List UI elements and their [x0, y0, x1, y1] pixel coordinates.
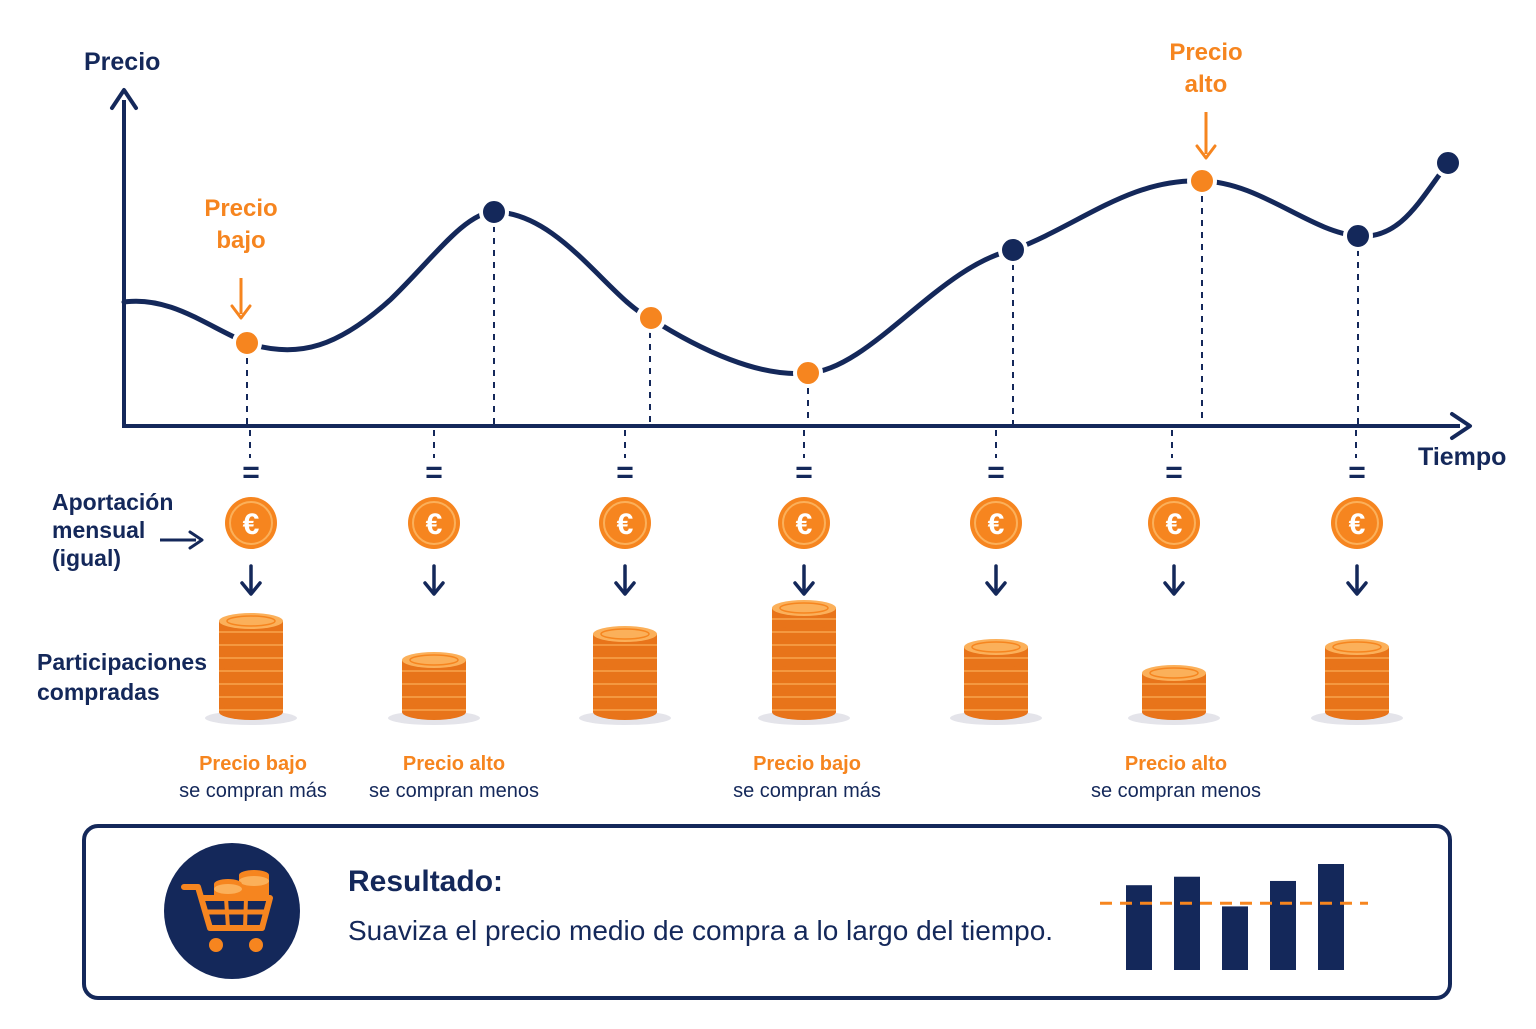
- svg-text:Precio alto: Precio alto: [403, 753, 505, 775]
- coin-stack-icon: [388, 652, 480, 725]
- svg-text:se compran menos: se compran menos: [1091, 780, 1261, 802]
- coin-stack-icon: [1128, 665, 1220, 725]
- contribution-label: Aportación mensual (igual): [52, 489, 204, 571]
- euro-coin-icon: €: [1148, 497, 1200, 549]
- shares-label: Participaciones compradas: [37, 649, 207, 705]
- svg-text:Precio bajo: Precio bajo: [199, 753, 307, 775]
- month-column-4: =€: [758, 456, 850, 725]
- euro-coin-icon: €: [778, 497, 830, 549]
- caption-3: Precio bajo se compran más: [733, 753, 881, 802]
- equals-sign: =: [987, 456, 1005, 489]
- arrow-down-icon: [423, 564, 445, 596]
- arrow-down-icon: [985, 564, 1007, 596]
- equals-sign: =: [425, 456, 443, 489]
- bar-chart-icon: [1100, 864, 1368, 970]
- svg-text:alto: alto: [1185, 71, 1228, 98]
- x-axis-arrowhead: [1450, 412, 1472, 440]
- result-bar: [1270, 880, 1296, 970]
- equals-sign: =: [1348, 456, 1366, 489]
- svg-text:se compran menos: se compran menos: [369, 780, 539, 802]
- result-description: Suaviza el precio medio de compra a lo l…: [348, 915, 1053, 946]
- price-point-low-2: [793, 358, 823, 388]
- svg-text:se compran más: se compran más: [179, 780, 327, 802]
- price-curve: [121, 160, 1451, 377]
- month-column-7: =€: [1311, 456, 1403, 725]
- coin-stack-icon: [579, 626, 671, 725]
- svg-text:Precio: Precio: [204, 195, 277, 222]
- arrow-down-icon: [614, 564, 636, 596]
- result-box: Resultado: Suaviza el precio medio de co…: [82, 824, 1452, 1000]
- svg-text:Participaciones: Participaciones: [37, 649, 207, 675]
- month-column-5: =€: [950, 456, 1042, 725]
- y-axis-arrowhead: [110, 88, 138, 110]
- result-title: Resultado:: [348, 865, 503, 898]
- caption-2: Precio alto se compran menos: [369, 753, 539, 802]
- euro-coin-icon: €: [225, 497, 277, 549]
- svg-text:€: €: [988, 508, 1005, 541]
- callout-low-price: Precio bajo: [204, 195, 278, 320]
- svg-text:€: €: [796, 508, 813, 541]
- svg-text:Precio bajo: Precio bajo: [753, 753, 861, 775]
- svg-text:€: €: [617, 508, 634, 541]
- svg-text:se compran más: se compran más: [733, 780, 881, 802]
- month-column-1: =€: [205, 456, 297, 725]
- result-bar: [1126, 885, 1152, 970]
- shopping-cart-icon: [164, 843, 300, 979]
- svg-text:bajo: bajo: [216, 227, 265, 254]
- x-axis-label: Tiempo: [1418, 443, 1506, 471]
- arrow-down-icon: [1163, 564, 1185, 596]
- price-point-mid-2: [998, 235, 1028, 265]
- euro-coin-icon: €: [970, 497, 1022, 549]
- euro-coin-icon: €: [599, 497, 651, 549]
- result-bar: [1318, 864, 1344, 970]
- month-column-3: =€: [579, 456, 671, 725]
- equals-sign: =: [795, 456, 813, 489]
- svg-text:€: €: [243, 508, 260, 541]
- svg-text:mensual: mensual: [52, 517, 145, 543]
- month-column-2: =€: [388, 456, 480, 725]
- svg-text:€: €: [1349, 508, 1366, 541]
- price-point-high: [1187, 166, 1217, 196]
- equals-sign: =: [242, 456, 260, 489]
- price-point-peak-1: [479, 197, 509, 227]
- coin-stack-icon: [205, 613, 297, 725]
- svg-text:Precio: Precio: [1169, 39, 1242, 66]
- arrow-down-icon: [793, 564, 815, 596]
- arrow-down-icon: [1346, 564, 1368, 596]
- caption-1: Precio bajo se compran más: [179, 753, 327, 802]
- coin-stack-icon: [950, 639, 1042, 725]
- chart-axes: [110, 88, 1472, 440]
- price-point-mid-3: [1343, 221, 1373, 251]
- monthly-columns: =€=€=€=€=€=€=€: [205, 456, 1403, 725]
- dot-guides: [246, 196, 1359, 426]
- column-guides: [249, 430, 1357, 458]
- month-column-6: =€: [1128, 456, 1220, 725]
- svg-text:Precio alto: Precio alto: [1125, 753, 1227, 775]
- equals-sign: =: [616, 456, 634, 489]
- arrow-down-icon: [240, 564, 262, 596]
- coin-stack-icon: [758, 600, 850, 725]
- svg-text:Aportación: Aportación: [52, 489, 173, 515]
- caption-4: Precio alto se compran menos: [1091, 753, 1261, 802]
- price-point-end: [1433, 148, 1463, 178]
- euro-coin-icon: €: [408, 497, 460, 549]
- svg-text:€: €: [1166, 508, 1183, 541]
- svg-text:(igual): (igual): [52, 545, 121, 571]
- price-point-low-1: [232, 328, 262, 358]
- price-point-mid-1: [636, 303, 666, 333]
- svg-text:compradas: compradas: [37, 679, 160, 705]
- equals-sign: =: [1165, 456, 1183, 489]
- euro-coin-icon: €: [1331, 497, 1383, 549]
- y-axis-label: Precio: [84, 48, 160, 76]
- result-bar: [1222, 906, 1248, 970]
- callout-high-price: Precio alto: [1169, 39, 1243, 160]
- price-points: [232, 148, 1463, 388]
- coin-stack-icon: [1311, 639, 1403, 725]
- svg-text:€: €: [426, 508, 443, 541]
- result-bar: [1174, 876, 1200, 970]
